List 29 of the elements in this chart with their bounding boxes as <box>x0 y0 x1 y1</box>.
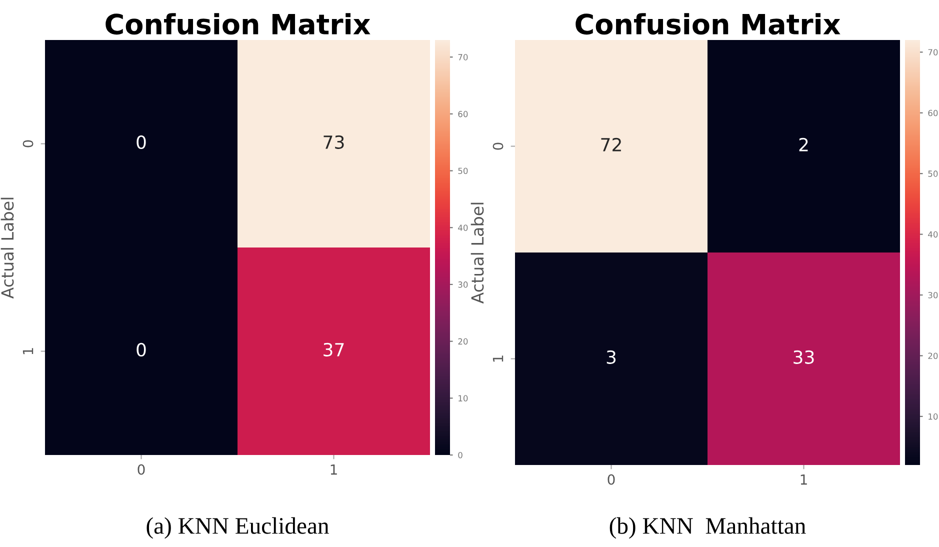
y-axis-title: Actual Label <box>470 202 484 304</box>
text: (b) KNN Manhattan <box>610 517 806 539</box>
color-bar-label: 70 <box>928 49 938 56</box>
color-bar-label: 60 <box>928 110 938 116</box>
color-bar-label: 10 <box>928 413 938 420</box>
data-label: 72 <box>601 138 621 152</box>
color-bar-label: 0 <box>458 452 462 458</box>
data-label: 73 <box>324 135 344 149</box>
color-bar-label: 30 <box>928 292 938 298</box>
color-bar-label: 20 <box>928 352 938 359</box>
data-label: 0 <box>136 135 146 149</box>
data-label: 33 <box>794 350 814 364</box>
color-bar-label: 60 <box>458 110 468 118</box>
data-label: 3 <box>606 350 616 364</box>
color-bar-label: 40 <box>458 224 468 231</box>
color-bar-label: 10 <box>458 395 468 402</box>
data-label: 0 <box>136 342 146 356</box>
chart-title: Confusion Matrix <box>106 13 370 35</box>
color-bar-label: 50 <box>458 168 468 174</box>
color-bar-label: 70 <box>458 54 468 60</box>
text: (a) KNN Euclidean <box>146 517 329 539</box>
data-label: 37 <box>324 342 344 356</box>
data-label: 2 <box>799 138 808 152</box>
y-axis-title: Actual Label <box>0 198 14 299</box>
color-bar-label: 20 <box>458 338 468 345</box>
color-bar-label: 50 <box>928 170 938 177</box>
chart-title: Confusion Matrix <box>576 13 840 35</box>
color-bar-label: 30 <box>458 281 468 288</box>
color-bar-label: 40 <box>928 231 938 238</box>
